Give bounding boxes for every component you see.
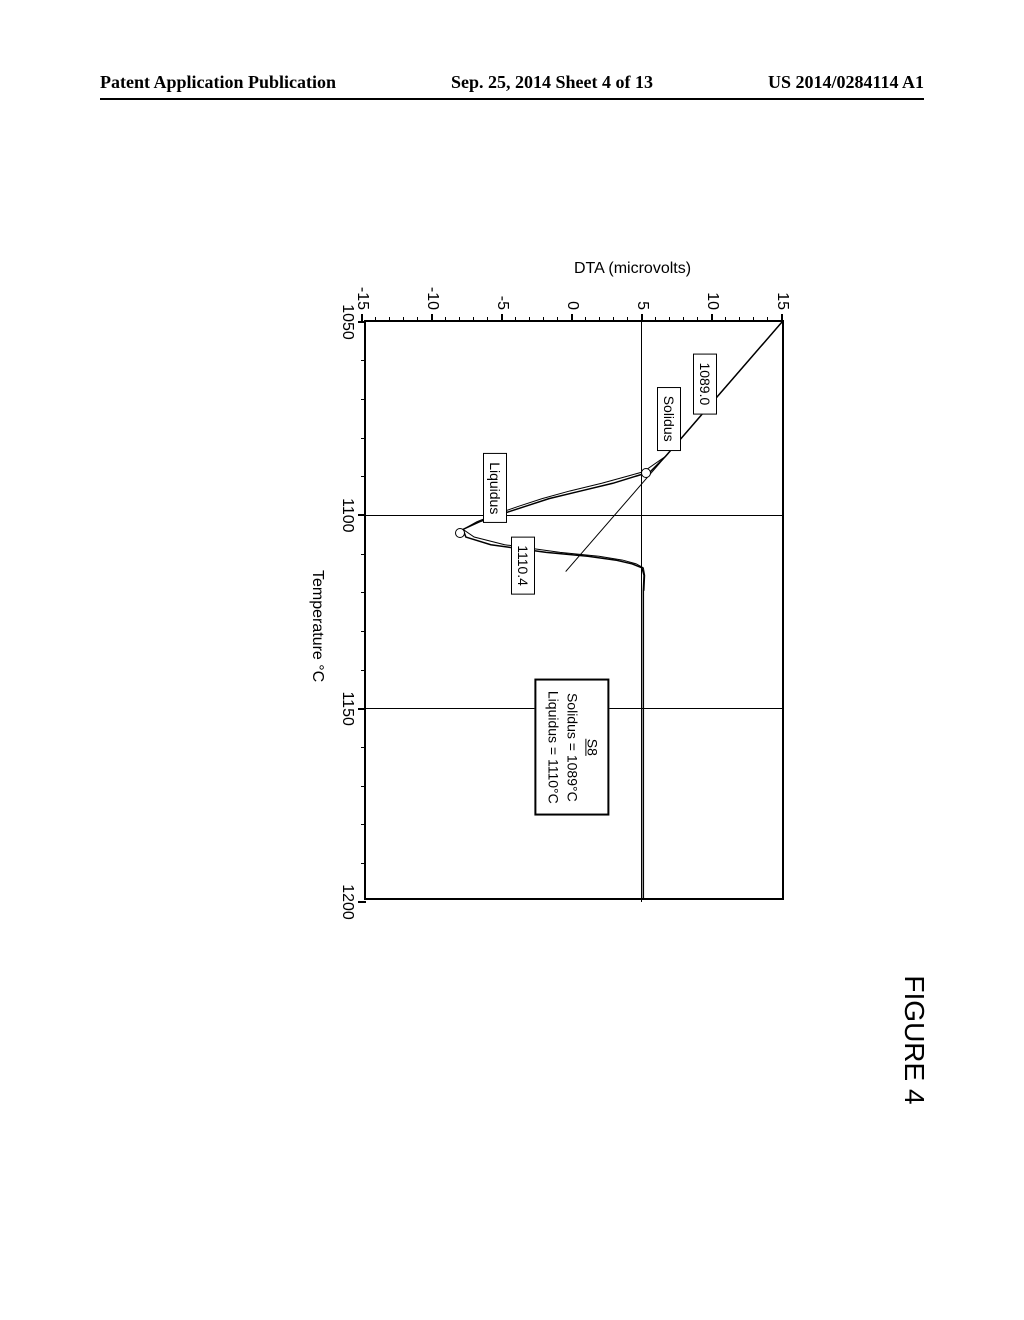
y-tick-label: 0 <box>563 301 581 310</box>
y-tick-minor <box>376 317 377 322</box>
x-tick-label: 1200 <box>338 884 356 920</box>
y-tick-minor <box>516 317 517 322</box>
y-tick-minor <box>390 317 391 322</box>
y-tick-minor <box>418 317 419 322</box>
y-tick-major <box>781 314 783 322</box>
header-rule <box>100 98 924 100</box>
info-box-title: S8 <box>582 691 602 804</box>
y-tick-label: -5 <box>493 296 511 310</box>
y-tick-minor <box>656 317 657 322</box>
y-tick-minor <box>586 317 587 322</box>
x-tick-minor <box>361 863 366 864</box>
x-tick-minor <box>361 824 366 825</box>
liquidus-label-box: Liquidus <box>483 453 507 523</box>
figure-rotated-canvas: DTA (microvolts) Temperature °C -15-10-5… <box>200 220 824 1040</box>
y-tick-minor <box>628 317 629 322</box>
x-tick-minor <box>361 360 366 361</box>
x-tick-minor <box>361 747 366 748</box>
page: Patent Application Publication Sep. 25, … <box>0 0 1024 1320</box>
y-tick-minor <box>670 317 671 322</box>
x-tick-minor <box>361 786 366 787</box>
page-header: Patent Application Publication Sep. 25, … <box>0 72 1024 93</box>
y-tick-major <box>641 314 643 322</box>
y-tick-minor <box>740 317 741 322</box>
info-box-liquidus: Liquidus = 1110°C <box>543 691 563 804</box>
y-tick-minor <box>614 317 615 322</box>
y-axis-label: DTA (microvolts) <box>574 260 691 278</box>
x-tick-label: 1150 <box>338 691 356 725</box>
liquidus-temp-box: 1110.4 <box>511 536 535 595</box>
info-box-solidus: Solidus = 1089°C <box>562 691 582 804</box>
sample-info-box: S8Solidus = 1089°CLiquidus = 1110°C <box>535 679 610 816</box>
y-tick-minor <box>460 317 461 322</box>
header-left: Patent Application Publication <box>100 72 336 93</box>
x-tick-major <box>358 901 366 903</box>
y-tick-major <box>501 314 503 322</box>
y-tick-label: 15 <box>773 292 791 310</box>
header-right: US 2014/0284114 A1 <box>768 72 924 93</box>
data-marker <box>641 468 651 478</box>
data-marker <box>455 528 465 538</box>
figure-caption: FIGURE 4 <box>898 940 930 1140</box>
x-tick-minor <box>361 592 366 593</box>
x-axis-label: Temperature °C <box>308 570 326 682</box>
y-tick-minor <box>544 317 545 322</box>
x-tick-minor <box>361 476 366 477</box>
y-tick-minor <box>600 317 601 322</box>
y-tick-minor <box>488 317 489 322</box>
header-center: Sep. 25, 2014 Sheet 4 of 13 <box>451 72 653 93</box>
solidus-temp-box: 1089.0 <box>693 353 717 414</box>
x-tick-major <box>358 321 366 323</box>
y-tick-label: -10 <box>423 287 441 310</box>
plot-area: -15-10-505101510501100115012001089.01110… <box>364 320 784 900</box>
figure-container: DTA (microvolts) Temperature °C -15-10-5… <box>200 220 824 1040</box>
x-tick-label: 1100 <box>338 498 356 532</box>
y-tick-minor <box>474 317 475 322</box>
x-tick-minor <box>361 554 366 555</box>
y-tick-minor <box>726 317 727 322</box>
dta-curve-1 <box>463 322 782 898</box>
x-tick-minor <box>361 670 366 671</box>
y-tick-minor <box>404 317 405 322</box>
y-tick-major <box>711 314 713 322</box>
x-tick-minor <box>361 438 366 439</box>
y-tick-major <box>431 314 433 322</box>
y-tick-label: 5 <box>633 301 651 310</box>
grid-vline <box>362 515 782 516</box>
x-tick-minor <box>361 631 366 632</box>
y-tick-minor <box>558 317 559 322</box>
y-tick-minor <box>754 317 755 322</box>
x-tick-minor <box>361 399 366 400</box>
x-tick-label: 1050 <box>338 304 356 340</box>
y-tick-minor <box>684 317 685 322</box>
y-tick-minor <box>698 317 699 322</box>
solidus-label-box: Solidus <box>657 387 681 451</box>
y-tick-label: 10 <box>703 292 721 310</box>
grid-hline <box>642 322 643 902</box>
y-tick-minor <box>530 317 531 322</box>
y-tick-minor <box>768 317 769 322</box>
y-tick-minor <box>446 317 447 322</box>
y-tick-major <box>571 314 573 322</box>
